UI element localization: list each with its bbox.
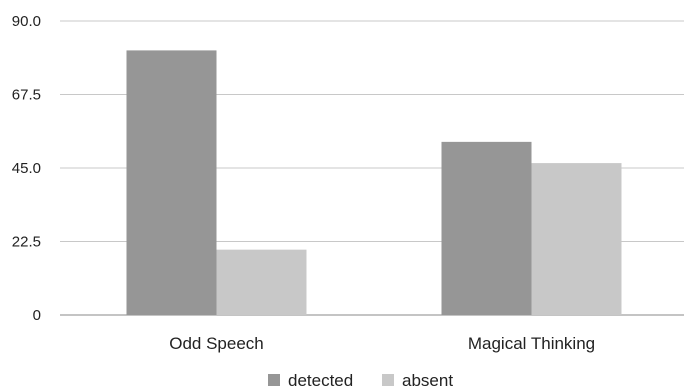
bar-detected-0 [126, 50, 217, 316]
bar-detected-1 [441, 141, 532, 315]
legend-label-absent: absent [402, 371, 453, 390]
legend-swatch-detected [268, 374, 280, 386]
x-category-label: Odd Speech [169, 334, 264, 353]
legend: detected absent [268, 371, 453, 390]
legend-label-detected: detected [288, 371, 353, 390]
y-tick-label: 67.5 [12, 87, 41, 104]
y-tick-label: 45.0 [12, 160, 41, 177]
y-axis-tick-labels: 0 22.5 45.0 67.5 90.0 [12, 13, 41, 324]
x-axis-category-labels: Odd Speech Magical Thinking [169, 334, 595, 353]
bar-absent-0 [216, 249, 307, 315]
x-category-label: Magical Thinking [468, 334, 595, 353]
y-tick-label: 22.5 [12, 234, 41, 251]
bar-absent-1 [531, 163, 622, 315]
legend-swatch-absent [382, 374, 394, 386]
bars [126, 50, 622, 316]
y-tick-label: 90.0 [12, 13, 41, 30]
y-tick-label: 0 [33, 307, 41, 324]
